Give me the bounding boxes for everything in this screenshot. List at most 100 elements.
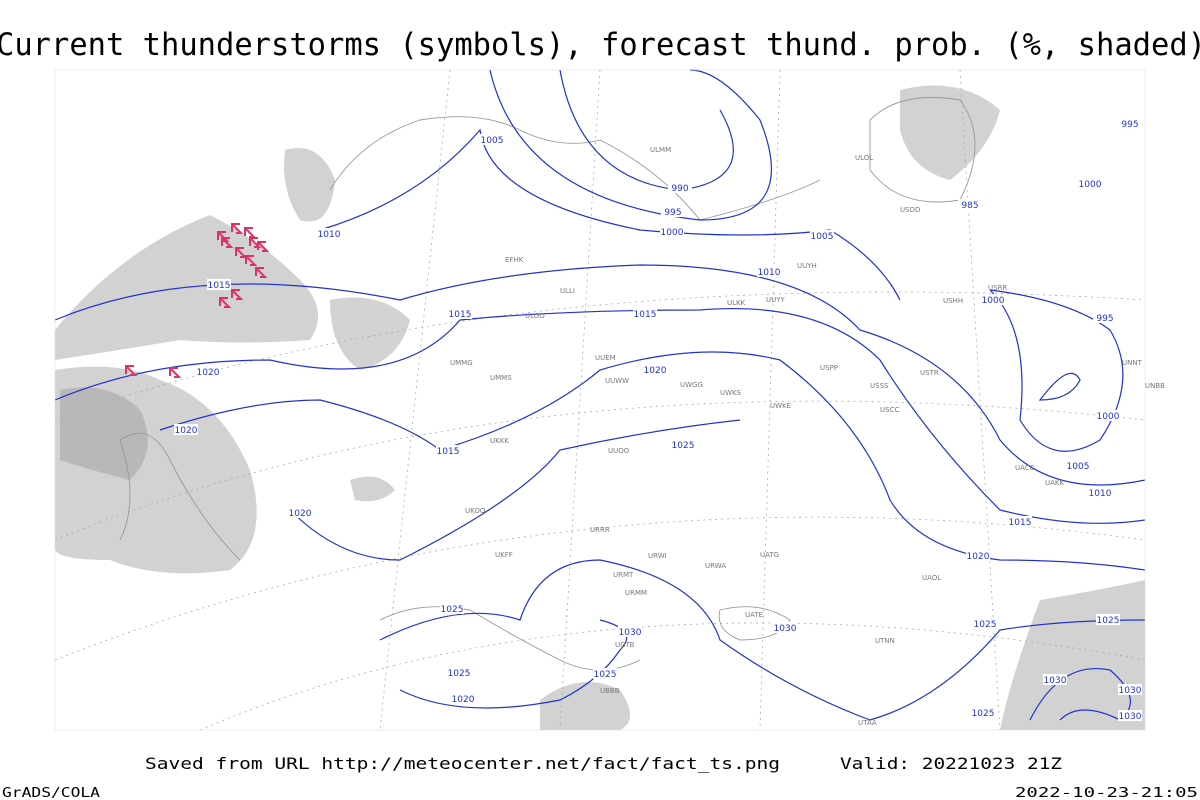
station-label: EFHK <box>505 256 524 264</box>
isobar-label-bg <box>1088 487 1112 498</box>
station-label: URMT <box>613 571 634 579</box>
isobar-labels: 1005 990 995 1000 1005 1010 1010 1015 1015 1015 10… <box>174 118 1142 722</box>
station-label: ULOL <box>855 154 873 162</box>
isobar-label-bg <box>757 266 781 277</box>
isobar-label: 1020 <box>644 366 667 376</box>
isobar-label-bg <box>448 308 472 319</box>
isobar-label: 1030 <box>1044 676 1067 686</box>
station-label: URRR <box>590 526 610 534</box>
station-label: UKFF <box>495 551 513 559</box>
station-label: ULMM <box>650 146 671 154</box>
isobar-label-bg <box>958 199 982 210</box>
isobar-label-bg <box>1093 312 1117 323</box>
isobar-label-bg <box>1118 684 1142 695</box>
isobar-label: 1000 <box>1079 180 1102 190</box>
station-label: URWA <box>705 562 726 570</box>
isobar-label: 1000 <box>982 296 1005 306</box>
isobar-label: 1020 <box>452 695 475 705</box>
isobar-label: 1025 <box>448 669 471 679</box>
isobar-label-bg <box>633 308 657 319</box>
coastline <box>869 97 976 203</box>
station-label: USPP <box>820 364 838 372</box>
thunderstorm-symbol <box>169 367 182 378</box>
probability-area <box>60 387 148 480</box>
isobar-label: 1030 <box>1119 712 1142 722</box>
station-label: UUWW <box>605 377 629 385</box>
isobar-label: 1030 <box>774 624 797 634</box>
latitude-line <box>54 516 1146 661</box>
station-label: UAOL <box>922 574 941 582</box>
isobar-label-bg <box>174 424 198 435</box>
isobar-label: 1015 <box>437 447 460 457</box>
isobar <box>379 559 1146 721</box>
isobar-label-bg <box>1066 460 1090 471</box>
isobar-label: 1020 <box>197 368 220 378</box>
station-label: URWI <box>648 552 667 560</box>
longitude-line <box>559 69 601 731</box>
isobar-label: 1005 <box>1067 462 1090 472</box>
thunderstorm-symbols <box>125 223 270 378</box>
thunderstorm-symbol <box>255 267 268 278</box>
isobar-label: 1020 <box>175 426 198 436</box>
station-label: UMMS <box>490 374 512 382</box>
station-label: UUEM <box>595 354 616 362</box>
isobar-label-bg <box>451 693 475 704</box>
isobar-label: 1010 <box>318 230 341 240</box>
station-label: UTNN <box>875 637 895 645</box>
isobar-label: 1025 <box>972 709 995 719</box>
thunderstorm-symbol <box>219 297 232 308</box>
isobar-label-bg <box>966 550 990 561</box>
station-label: USRR <box>988 284 1007 292</box>
station-label: UUYY <box>766 296 786 304</box>
isobar-label-bg <box>1043 674 1067 685</box>
thunderstorm-symbol <box>221 237 234 248</box>
isobar-label-bg <box>593 668 617 679</box>
coastline <box>718 606 791 641</box>
isobar-label-bg <box>288 507 312 518</box>
isobar-label: 1025 <box>672 441 695 451</box>
isobar-label: 1010 <box>1089 489 1112 499</box>
isobar <box>1038 372 1081 401</box>
station-label: UAKK <box>1045 479 1065 487</box>
isobar-label: 995 <box>1096 314 1113 324</box>
isobar-label-bg <box>480 134 504 145</box>
thunderstorm-symbol <box>231 289 244 300</box>
coastline <box>119 432 241 561</box>
station-label: UUYH <box>797 262 817 270</box>
isobar-label: 1015 <box>1009 518 1032 528</box>
station-label: UNBB <box>1145 382 1165 390</box>
isobar-label-bg <box>1118 710 1142 721</box>
isobar-label: 985 <box>961 201 978 211</box>
thunderstorm-symbol <box>245 255 258 266</box>
station-label: UMMG <box>450 359 473 367</box>
station-label: UKKK <box>490 437 509 445</box>
isobar-label-bg <box>973 618 997 629</box>
latitude-line <box>54 291 1146 421</box>
isobar-label: 1030 <box>619 628 642 638</box>
station-label: UWKE <box>770 402 791 410</box>
station-label: UUOO <box>608 447 630 455</box>
isobar-label: 1015 <box>208 281 231 291</box>
isobar-label-bg <box>660 226 684 237</box>
station-label: UBBB <box>600 687 620 695</box>
isobar-label-bg <box>971 707 995 718</box>
probability-area <box>350 476 395 502</box>
station-labels: EFHK ULLI ULOO UMMG UMMS UUEM UUWW UWGG UWKS UWKE… <box>450 146 1165 727</box>
isobar-label: 1005 <box>481 136 504 146</box>
timestamp: 2022-10-23-21:05 <box>1015 786 1198 800</box>
isobar <box>489 69 773 221</box>
title: Current thunderstorms (symbols), forecas… <box>0 27 1200 63</box>
station-label: USCC <box>880 406 899 414</box>
isobar-label-bg <box>1118 118 1142 129</box>
station-label: USDD <box>900 206 920 214</box>
saved-from-url: Saved from URL http://meteocenter.net/fa… <box>145 754 780 773</box>
isobar-label-bg <box>447 667 471 678</box>
coastline <box>329 116 821 221</box>
isobar-label: 1020 <box>289 509 312 519</box>
isobar-label: 1015 <box>449 310 472 320</box>
station-label: UNNT <box>1122 359 1143 367</box>
station-label: UGTB <box>615 641 635 649</box>
isobar-label-bg <box>1008 516 1032 527</box>
probability-area <box>330 297 410 370</box>
